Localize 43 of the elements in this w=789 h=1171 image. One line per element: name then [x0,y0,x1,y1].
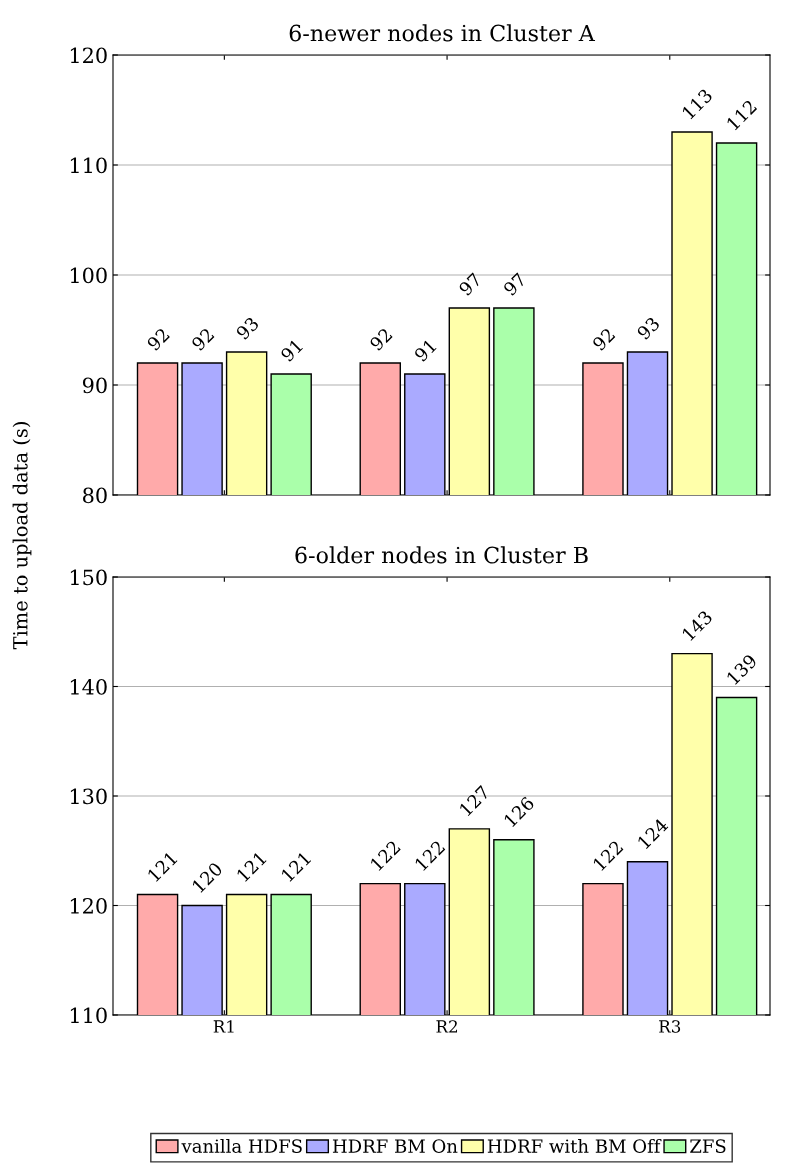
y-tick-label: 120 [70,897,107,914]
data-label: 121 [236,851,267,882]
data-label: 121 [146,851,178,882]
data-label: 91 [413,339,437,363]
legend-label: vanilla HDFS [181,1138,302,1153]
data-label: 92 [368,327,393,352]
data-label: 122 [414,840,446,872]
data-label: 113 [681,88,713,120]
y-tick-label: 110 [70,1007,107,1024]
y-tick-label: 140 [70,678,107,695]
data-label: 91 [279,339,304,363]
legend-label: HDRF BM On [332,1139,458,1153]
data-label: 93 [636,316,661,341]
y-tick-label: 130 [70,788,107,805]
data-label: 92 [591,327,616,352]
data-label: 97 [502,272,527,297]
x-tick-label: R3 [659,1020,681,1033]
data-label: 97 [458,272,483,297]
data-label: 112 [726,99,758,131]
legend-label: HDRF with BM Off [487,1138,662,1153]
y-tick-label: 100 [70,267,107,284]
y-tick-label: 120 [70,47,107,64]
data-label: 92 [146,327,171,352]
data-label: 120 [191,861,224,894]
data-label: 122 [369,840,401,872]
legend-label: ZFS [690,1139,726,1153]
data-label: 126 [503,795,535,828]
chart-title: 6-older nodes in Cluster B [295,546,588,564]
x-tick-label: R2 [436,1020,458,1033]
x-tick-label: R1 [213,1020,234,1033]
data-label: 143 [681,609,713,642]
y-tick-label: 110 [70,157,107,174]
data-label: 139 [726,653,758,686]
y-axis-title: Time to upload data (s) [12,422,32,650]
y-tick-label: 90 [82,377,107,394]
data-label: 122 [592,840,624,872]
data-label: 121 [280,851,312,882]
chart-title: 6-newer nodes in Cluster A [289,24,596,42]
data-label: 92 [190,327,215,352]
data-label: 93 [235,316,260,341]
y-tick-label: 80 [83,487,107,504]
y-tick-label: 150 [70,569,107,586]
data-label: 124 [636,817,669,850]
